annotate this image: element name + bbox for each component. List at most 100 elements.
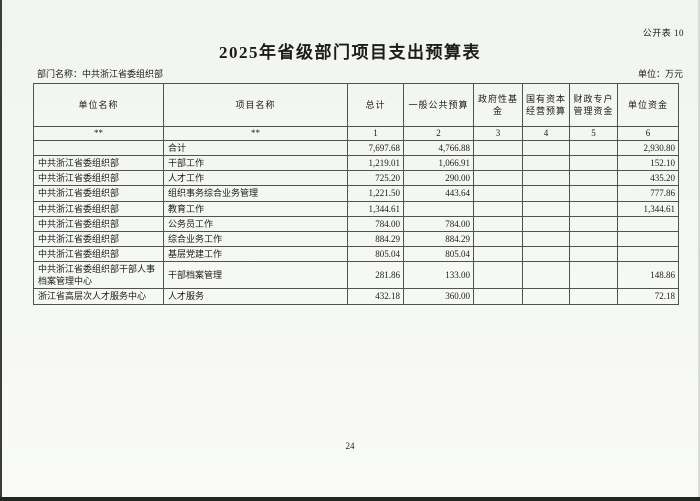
table-row: 中共浙江省委组织部 公务员工作 784.00 784.00: [33, 215, 679, 232]
cell-fiscal-special-account: [569, 170, 618, 187]
column-code-cell: 2: [403, 126, 474, 141]
cell-government-fund: [473, 230, 523, 247]
department-name-line: 部门名称：中共浙江省委组织部: [37, 67, 163, 80]
cell-general-public-budget: 884.29: [403, 230, 474, 247]
cell-project: 人才工作: [163, 170, 348, 187]
cell-project: 合计: [163, 139, 348, 157]
cell-project: 人才服务: [163, 288, 348, 305]
cell-state-capital-budget: [522, 245, 570, 263]
scan-edge-right: [698, 0, 700, 501]
page-title: 2025年省级部门项目支出预算表: [219, 43, 481, 62]
cell-project: 组织事务综合业务管理: [163, 185, 348, 202]
cell-state-capital-budget: [522, 230, 570, 247]
cell-project: 干部档案管理: [163, 261, 348, 290]
cell-government-fund: [473, 170, 523, 187]
table-row: 中共浙江省委组织部 综合业务工作 884.29 884.29: [33, 230, 679, 247]
cell-project: 教育工作: [163, 200, 348, 217]
cell-government-fund: [473, 155, 523, 172]
unit-label: 单位：万元: [637, 69, 683, 79]
cell-general-public-budget: 443.64: [403, 185, 474, 202]
department-name: 中共浙江省委组织部: [82, 69, 164, 79]
cell-government-fund: [473, 288, 523, 305]
cell-government-fund: [473, 200, 523, 217]
budget-table: 单位名称 项目名称 总计 一般公共预算 政府性基金 国有资本 经营预算 财政专户 管理资金单…: [33, 83, 679, 305]
cell-state-capital-budget: [522, 288, 570, 305]
cell-state-capital-budget: [522, 200, 570, 217]
cell-government-fund: [473, 139, 523, 157]
cell-unit: 中共浙江省委组织部: [33, 185, 164, 202]
column-header: 单位资金: [617, 83, 679, 127]
cell-fiscal-special-account: [569, 185, 618, 202]
cell-state-capital-budget: [522, 261, 570, 290]
cell-fiscal-special-account: [569, 230, 618, 247]
column-code-row: ** ** 1 2 3 4 5 6: [33, 126, 679, 141]
scan-edge-bottom: [0, 497, 700, 501]
table-row: 中共浙江省委组织部干部人事档案管理中心 干部档案管理 281.86 133.00 148…: [33, 261, 679, 290]
table-body: ** ** 1 2 3 4 5 6 合计 7,697.68 4,766.88 2,930.80 中共浙…: [33, 126, 679, 305]
cell-general-public-budget: 4,766.88: [403, 139, 474, 157]
cell-unit-funds: [617, 230, 679, 247]
table-header-row: 单位名称 项目名称 总计 一般公共预算 政府性基金 国有资本 经营预算 财政专户 管理资金单…: [33, 83, 679, 127]
column-code-cell: 4: [522, 126, 570, 141]
table-row: 中共浙江省委组织部 组织事务综合业务管理 1,221.50 443.64 777.86: [33, 185, 679, 202]
cell-total: 1,344.61: [347, 200, 404, 217]
cell-total: 1,219.01: [347, 155, 404, 172]
cell-state-capital-budget: [522, 215, 570, 232]
cell-unit: 中共浙江省委组织部: [33, 155, 164, 172]
cell-unit: [33, 139, 164, 157]
cell-unit: 中共浙江省委组织部: [33, 215, 164, 232]
cell-total: 281.86: [347, 261, 404, 290]
cell-state-capital-budget: [522, 139, 570, 157]
cell-total: 432.18: [347, 288, 404, 305]
column-code-cell: **: [163, 126, 348, 141]
cell-state-capital-budget: [522, 170, 570, 187]
cell-unit-funds: 435.20: [617, 170, 679, 187]
cell-total: 784.00: [347, 215, 404, 232]
cell-project: 综合业务工作: [163, 230, 348, 247]
cell-unit-funds: 1,344.61: [617, 200, 679, 217]
cell-unit-funds: [617, 215, 679, 232]
column-code-cell: 3: [473, 126, 523, 141]
table-row: 中共浙江省委组织部 教育工作 1,344.61 1,344.61: [33, 200, 679, 217]
cell-unit: 中共浙江省委组织部: [33, 200, 164, 217]
cell-general-public-budget: 133.00: [403, 261, 474, 290]
cell-state-capital-budget: [522, 155, 570, 172]
cell-project: 公务员工作: [163, 215, 348, 232]
department-label: 部门名称：: [37, 69, 83, 79]
column-header: 单位名称: [33, 83, 164, 127]
cell-fiscal-special-account: [569, 139, 618, 157]
cell-unit: 浙江省高层次人才服务中心: [33, 288, 164, 305]
column-code-cell: **: [33, 126, 164, 141]
cell-general-public-budget: 290.00: [403, 170, 474, 187]
table-row: 中共浙江省委组织部 干部工作 1,219.01 1,066.91 152.10: [33, 155, 679, 172]
cell-government-fund: [473, 245, 523, 263]
cell-state-capital-budget: [522, 185, 570, 202]
table-row: 中共浙江省委组织部 基层党建工作 805.04 805.04: [33, 245, 679, 263]
cell-unit-funds: 72.18: [617, 288, 679, 305]
cell-fiscal-special-account: [569, 245, 618, 263]
cell-project: 基层党建工作: [163, 245, 348, 263]
cell-total: 1,221.50: [347, 185, 404, 202]
cell-unit-funds: [617, 245, 679, 263]
table-row: 合计 7,697.68 4,766.88 2,930.80: [33, 139, 679, 157]
column-header: 项目名称: [163, 83, 348, 127]
cell-fiscal-special-account: [569, 288, 618, 305]
scan-edge-left: [0, 0, 2, 501]
cell-total: 884.29: [347, 230, 404, 247]
cell-unit: 中共浙江省委组织部: [33, 170, 164, 187]
meta-row: 部门名称：中共浙江省委组织部 单位：万元: [37, 67, 683, 80]
cell-government-fund: [473, 215, 523, 232]
column-header: 总计: [347, 83, 404, 127]
cell-general-public-budget: [403, 200, 474, 217]
column-header: 政府性基金: [473, 83, 523, 127]
cell-fiscal-special-account: [569, 215, 618, 232]
cell-total: 725.20: [347, 170, 404, 187]
cell-unit-funds: 152.10: [617, 155, 679, 172]
table-row: 中共浙江省委组织部 人才工作 725.20 290.00 435.20: [33, 170, 679, 187]
column-code-cell: 5: [569, 126, 618, 141]
cell-unit-funds: 777.86: [617, 185, 679, 202]
cell-unit-funds: 2,930.80: [617, 139, 679, 157]
cell-unit: 中共浙江省委组织部: [33, 230, 164, 247]
cell-unit: 中共浙江省委组织部干部人事档案管理中心: [33, 261, 164, 290]
